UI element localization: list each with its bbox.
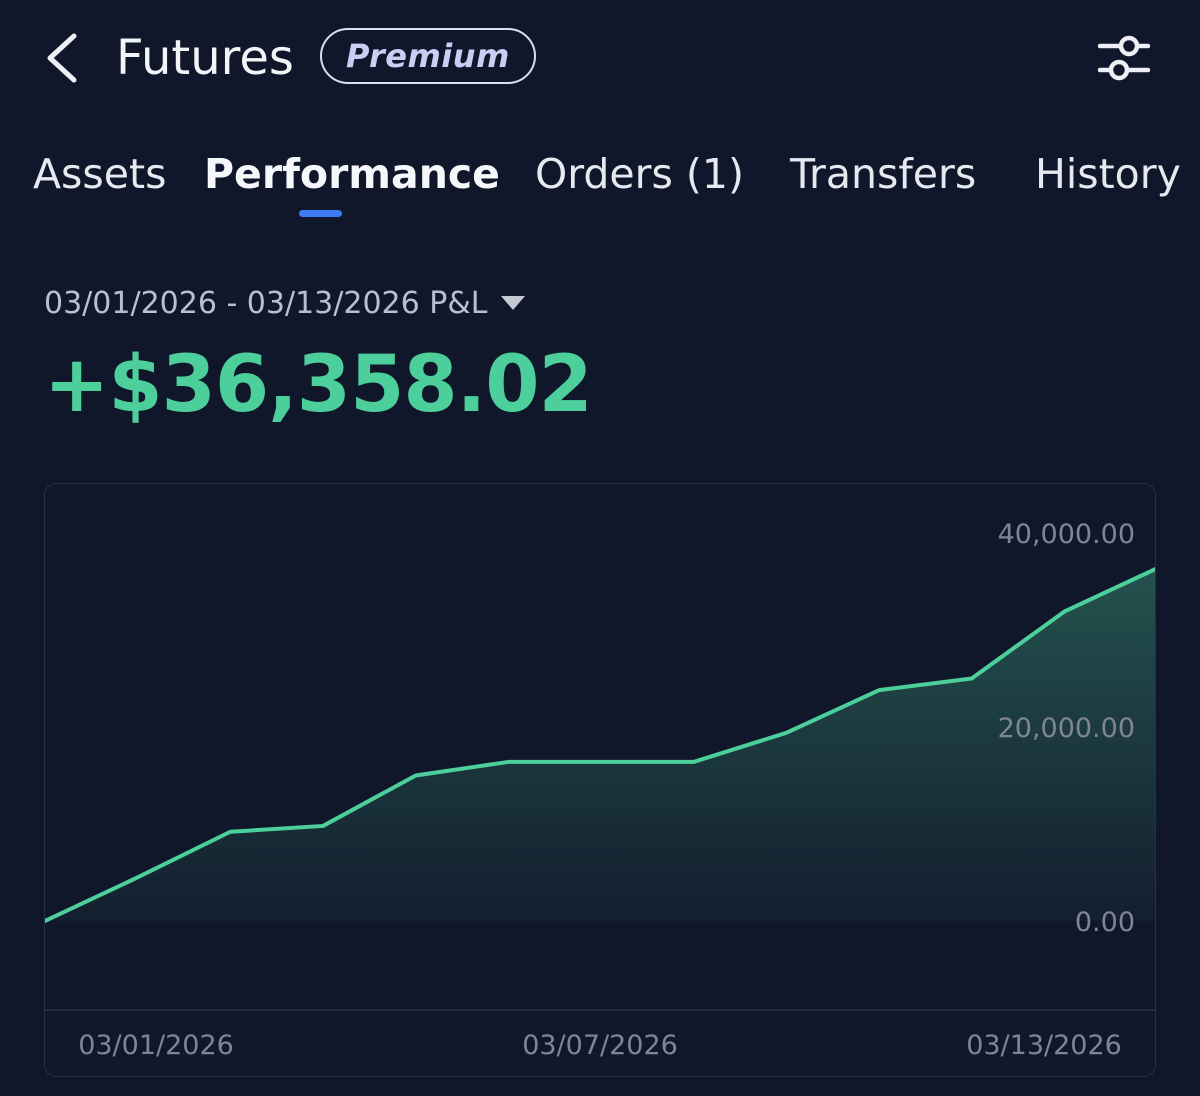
back-button[interactable] [40,28,92,88]
pnl-value: +$36,358.02 [44,340,593,430]
date-range-label: 03/01/2026 - 03/13/2026 P&L [44,285,488,321]
y-tick-label: 20,000.00 [998,713,1135,744]
premium-badge: Premium [320,28,536,84]
pnl-series-line [45,567,1155,923]
sliders-icon [1097,35,1151,81]
tab-transfers[interactable]: Transfers [790,150,977,198]
pnl-chart: 0.00 20,000.00 40,000.00 03/01/2026 03/07/20… [44,483,1156,1077]
date-range-selector[interactable]: 03/01/2026 - 03/13/2026 P&L [44,278,526,328]
x-tick-label: 03/01/2026 [78,1030,234,1061]
chevron-left-icon [47,33,77,83]
tab-performance[interactable]: Performance [204,150,500,198]
x-tick-label: 03/07/2026 [522,1030,678,1061]
top-bar: Futures Premium [0,0,1200,120]
caret-down-icon [501,296,526,310]
pnl-area-fill [45,569,1155,921]
y-tick-label: 0.00 [1075,907,1135,938]
tab-orders[interactable]: Orders (1) [535,150,744,198]
page-title: Futures [116,30,294,86]
premium-badge-label: Premium [346,37,510,75]
y-tick-label: 40,000.00 [998,519,1135,550]
active-tab-indicator [299,210,342,217]
tab-history[interactable]: History [1035,150,1181,198]
tab-assets[interactable]: Assets [33,150,167,198]
pnl-chart-svg: 0.00 20,000.00 40,000.00 03/01/2026 03/07/20… [45,519,1155,1061]
filter-button[interactable] [1092,30,1156,86]
tab-bar: Assets Performance Orders (1) Transfers … [0,140,1200,230]
x-tick-label: 03/13/2026 [966,1030,1122,1061]
